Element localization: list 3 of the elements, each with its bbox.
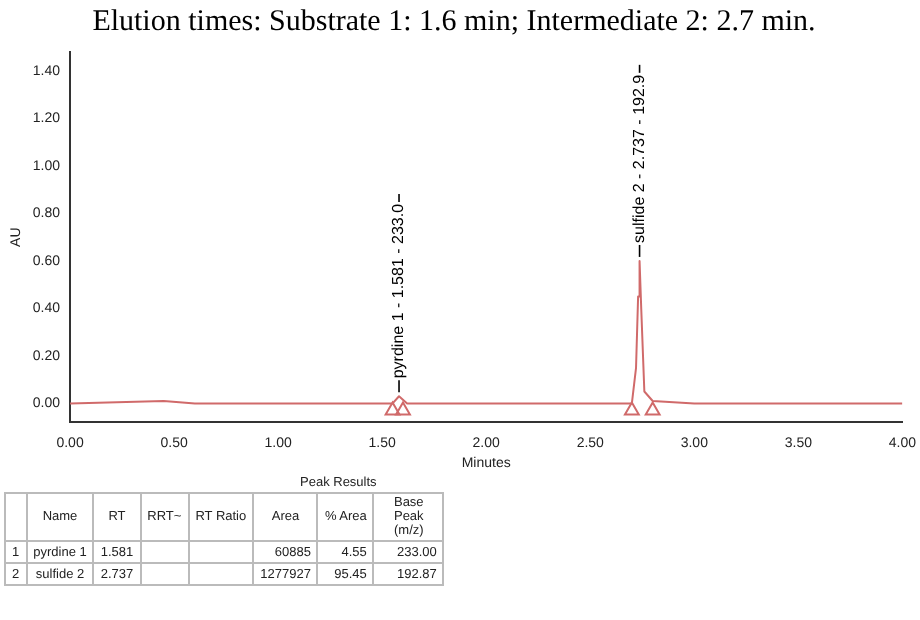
annotation: sulfide 2 - 2.737 - 192.9: [629, 73, 648, 243]
annotation: pyrdine 1 - 1.581 - 233.0: [389, 202, 408, 379]
chart-title: Elution times: Substrate 1: 1.6 min; Intermediate 2: 2.7 min.: [92, 5, 816, 38]
